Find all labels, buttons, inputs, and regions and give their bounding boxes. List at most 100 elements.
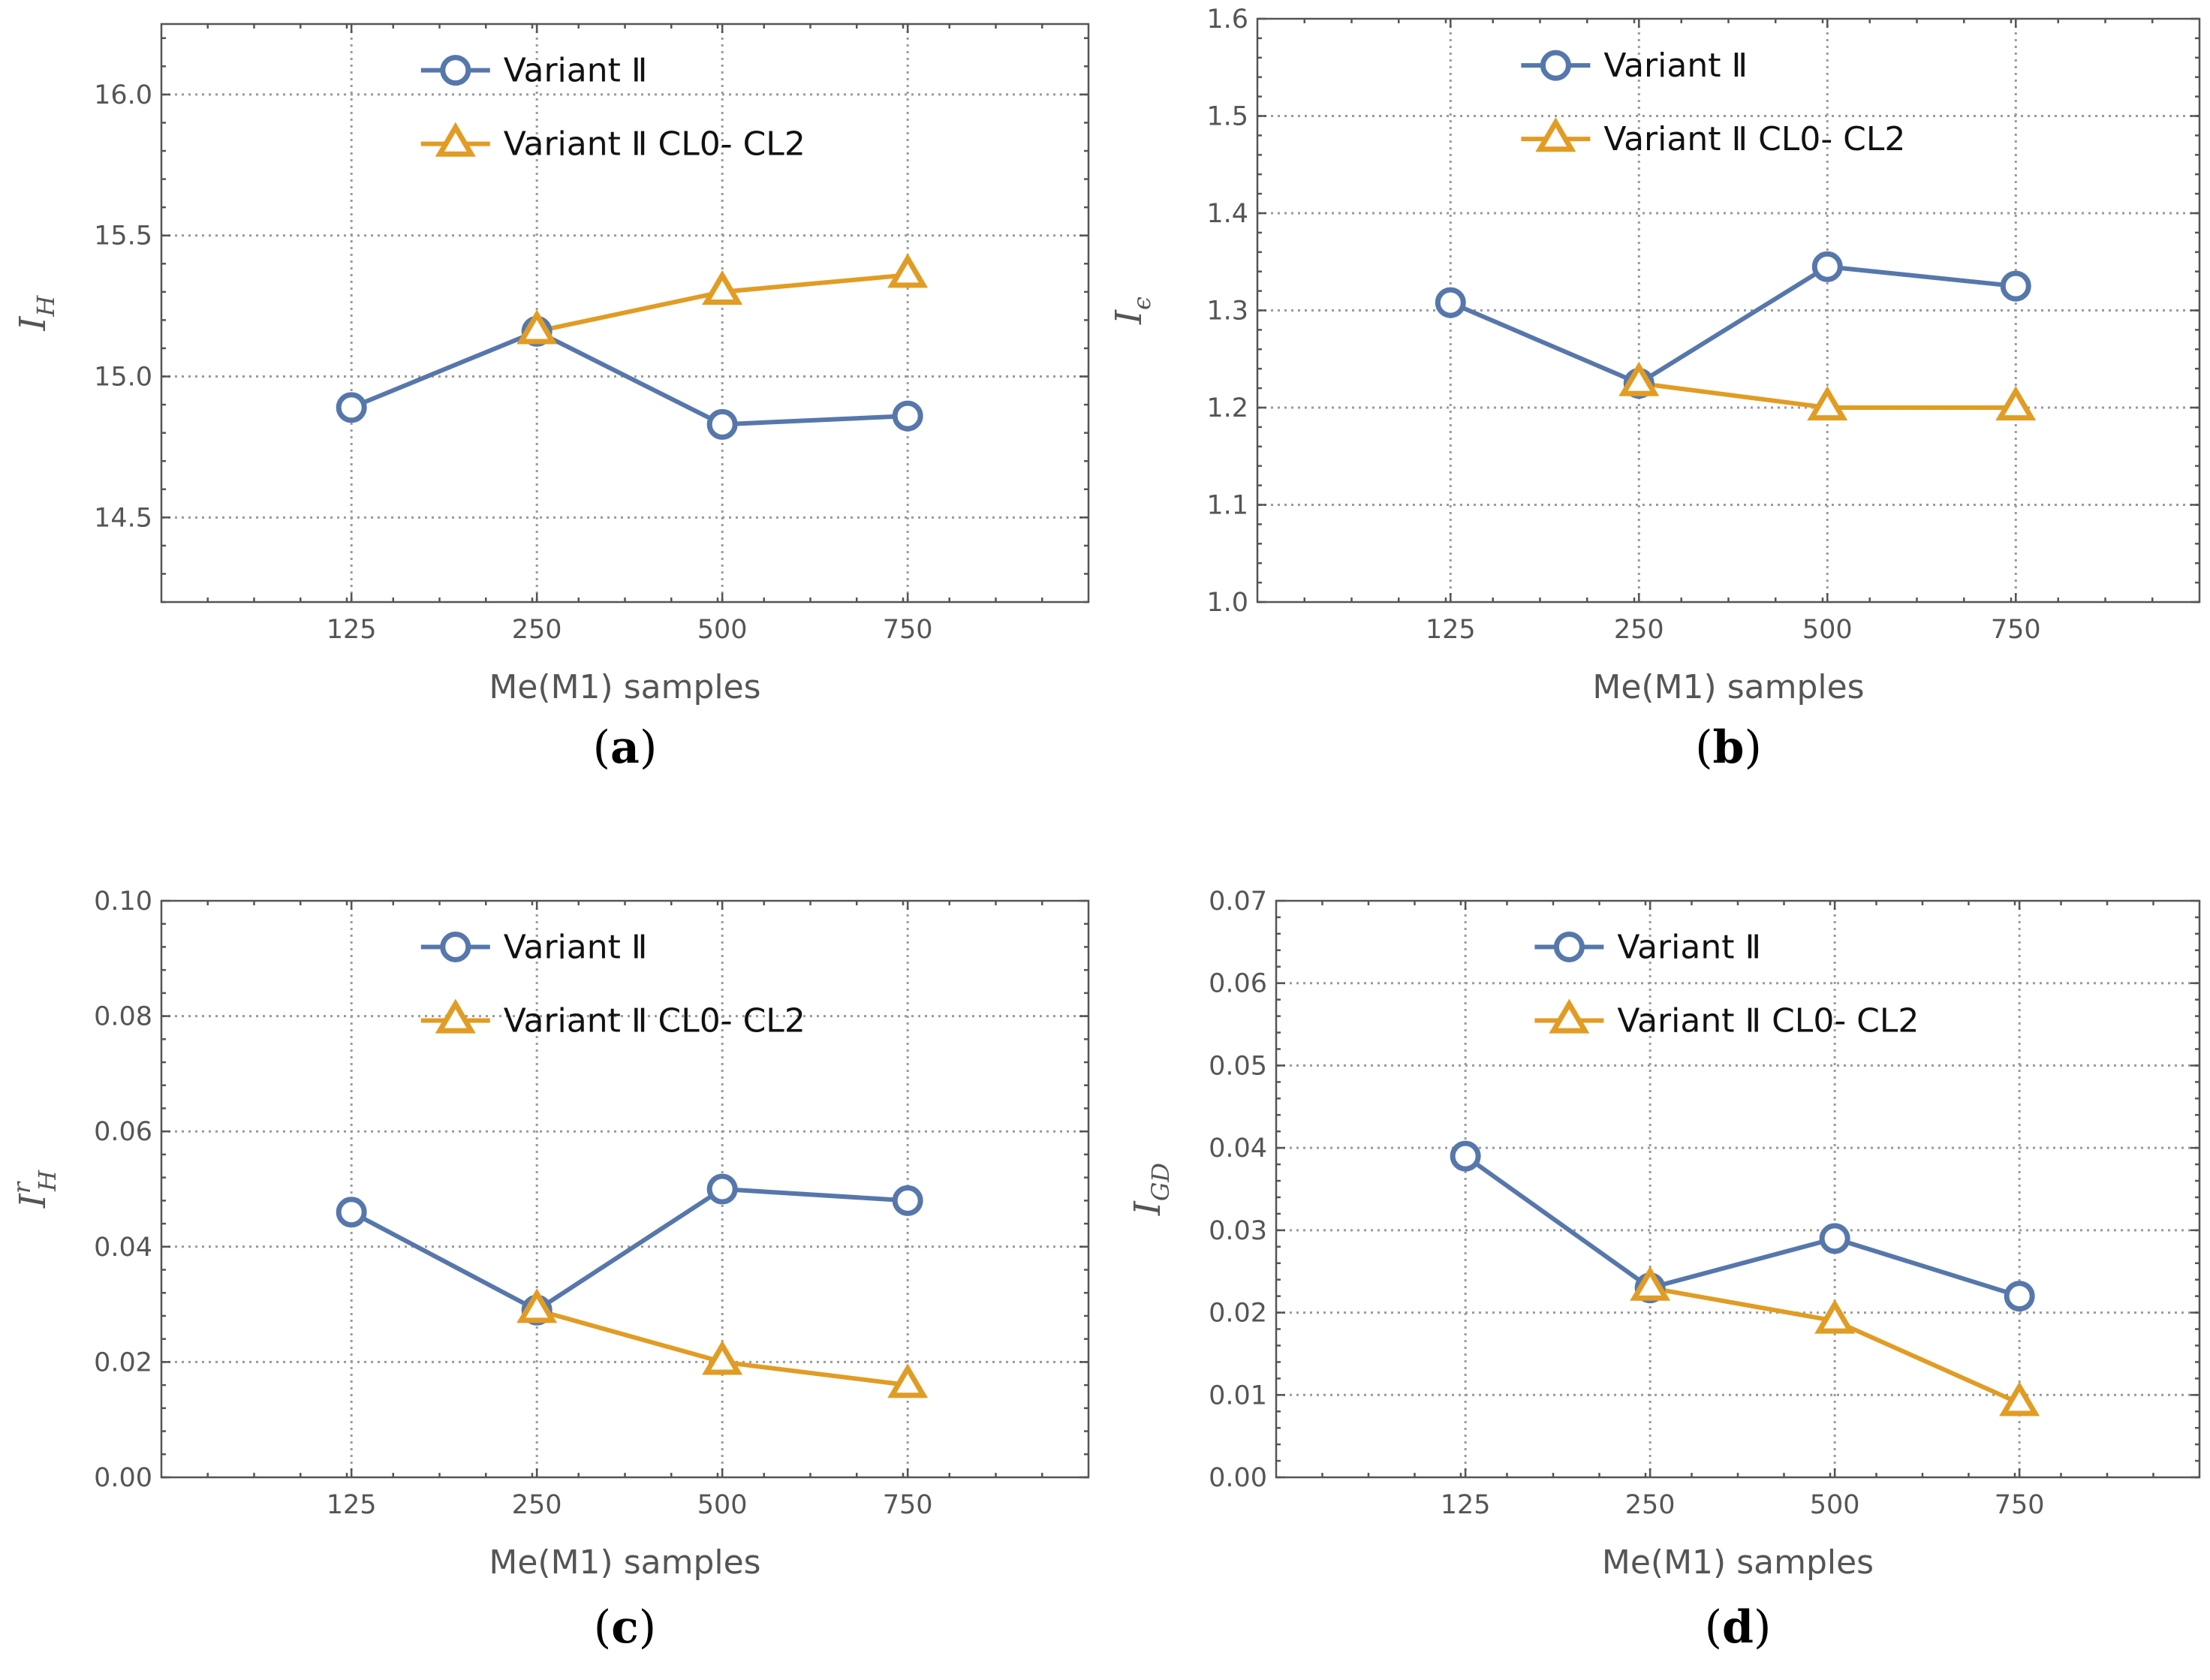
x-tick-label: 250 [512,1490,562,1520]
data-point-circle [2000,270,2031,302]
data-point-circle [706,408,738,440]
x-tick-label: 125 [327,615,377,645]
x-axis-label: Me(M1) samples [489,668,760,706]
series-line [350,1187,908,1313]
legend-entry: Variant Ⅱ [1617,928,1761,966]
y-axis-label: IrH [8,1170,62,1209]
y-tick-label: 1.6 [1206,5,1248,35]
x-tick-label: 250 [1625,1490,1676,1520]
data-point-triangle [1995,386,2037,421]
data-point-triangle [516,309,558,345]
x-tick-label: 500 [697,615,748,645]
x-tick-label: 750 [883,615,933,645]
data-point-circle [1435,287,1466,318]
chart-panel-b: 125 250 500 750 1.0 1.1 1.2 1.3 1.4 1.5 1.6 Me(M1) … [1108,5,2201,774]
y-tick-label: 0.07 [1209,887,1267,917]
legend-entry: Variant Ⅱ [1603,47,1748,85]
y-tick-label: 0.06 [94,1117,152,1147]
legend-circle-marker [1540,50,1571,81]
x-axis-label: Me(M1) samples [1602,1543,1874,1582]
y-axis-label: Iϵ [1108,297,1156,325]
x-tick-label: 750 [1991,615,2041,645]
y-axis-label: IH [12,294,60,331]
data-point-triangle [516,1288,558,1323]
data-point-circle [336,392,367,423]
y-tick-label: 0.04 [1209,1134,1267,1164]
data-point-circle [1450,1140,1481,1172]
legend-entry: Variant Ⅱ CL0- CL2 [1603,120,1905,158]
y-tick-label: 0.08 [94,1002,152,1032]
y-tick-label: 0.06 [1209,969,1267,999]
panel-caption: (a) [593,721,658,774]
y-tick-label: 1.3 [1206,297,1248,327]
panel-caption: (d) [1705,1601,1772,1654]
data-point-triangle [887,1363,929,1398]
y-tick-label: 0.01 [1209,1380,1267,1411]
legend-triangle-marker [1535,117,1576,152]
legend-circle-marker [1553,931,1585,962]
y-tick-label: 16.0 [94,80,152,110]
series-line [1450,264,2016,386]
plot-frame [160,899,1090,1479]
y-tick-label: 15.0 [94,363,152,393]
data-point-triangle [1807,386,1848,421]
plot-frame [1256,17,2201,604]
x-tick-label: 125 [1441,1490,1491,1520]
y-tick-label: 1.2 [1206,393,1248,423]
legend-circle-marker [440,931,471,962]
y-tick-label: 14.5 [94,503,152,533]
y-tick-label: 1.5 [1206,102,1248,132]
y-tick-label: 0.04 [94,1233,152,1263]
data-point-triangle [887,253,929,288]
legend-triangle-marker [1549,998,1590,1034]
x-tick-label: 125 [327,1490,377,1520]
series-line [351,329,908,427]
plot-frame [1275,899,2201,1479]
data-point-triangle [1814,1299,1856,1334]
chart-panel-a: 125 250 500 750 14.5 15.0 15.5 16.0 Me(M1) sampl… [12,23,1090,774]
y-tick-label: 0.02 [1209,1299,1267,1329]
legend-triangle-marker [435,998,476,1034]
x-tick-label: 125 [1426,615,1476,645]
x-tick-label: 250 [512,615,562,645]
legend-entry: Variant Ⅱ [504,52,648,90]
x-tick-label: 750 [883,1490,933,1520]
y-tick-label: 0.02 [94,1347,152,1377]
panel-caption: (b) [1695,721,1762,774]
x-tick-label: 500 [1810,1490,1860,1520]
data-point-circle [1819,1223,1850,1254]
legend-triangle-marker [435,122,476,157]
x-tick-label: 500 [1802,615,1853,645]
y-tick-label: 0.00 [1209,1463,1267,1493]
series-line [1464,1154,2021,1299]
data-point-triangle [702,1340,743,1375]
data-point-circle [336,1197,367,1228]
y-tick-label: 0.00 [94,1463,152,1493]
data-point-circle [892,1185,923,1216]
legend-entry: Variant Ⅱ CL0- CL2 [504,125,805,164]
legend-entry: Variant Ⅱ CL0- CL2 [504,1001,805,1040]
data-point-triangle [1999,1381,2040,1417]
y-tick-label: 0.10 [94,887,152,917]
data-point-triangle [702,269,743,305]
legend-circle-marker [440,55,471,86]
x-tick-label: 500 [697,1490,748,1520]
y-tick-label: 1.0 [1206,588,1248,618]
legend-entry: Variant Ⅱ CL0- CL2 [1617,1001,1919,1040]
chart-panel-d: 125 250 500 750 0.00 0.01 0.02 0.03 0.04 0.05 0.06… [1127,887,2201,1654]
x-tick-label: 250 [1614,615,1664,645]
data-point-circle [706,1173,738,1205]
y-tick-label: 1.1 [1206,491,1248,521]
data-point-triangle [1630,1266,1671,1301]
y-axis-label: IGD [1127,1163,1175,1216]
y-tick-label: 0.03 [1209,1216,1267,1246]
legend-entry: Variant Ⅱ [504,928,648,966]
y-tick-label: 0.05 [1209,1051,1267,1081]
data-point-circle [892,400,923,432]
y-tick-label: 15.5 [94,221,152,251]
data-point-circle [1811,251,1843,282]
data-point-circle [2004,1281,2035,1312]
data-point-triangle [1618,361,1660,396]
chart-panel-c: 125 250 500 750 0.00 0.02 0.04 0.06 0.08 0.10 Me(M… [8,887,1090,1654]
